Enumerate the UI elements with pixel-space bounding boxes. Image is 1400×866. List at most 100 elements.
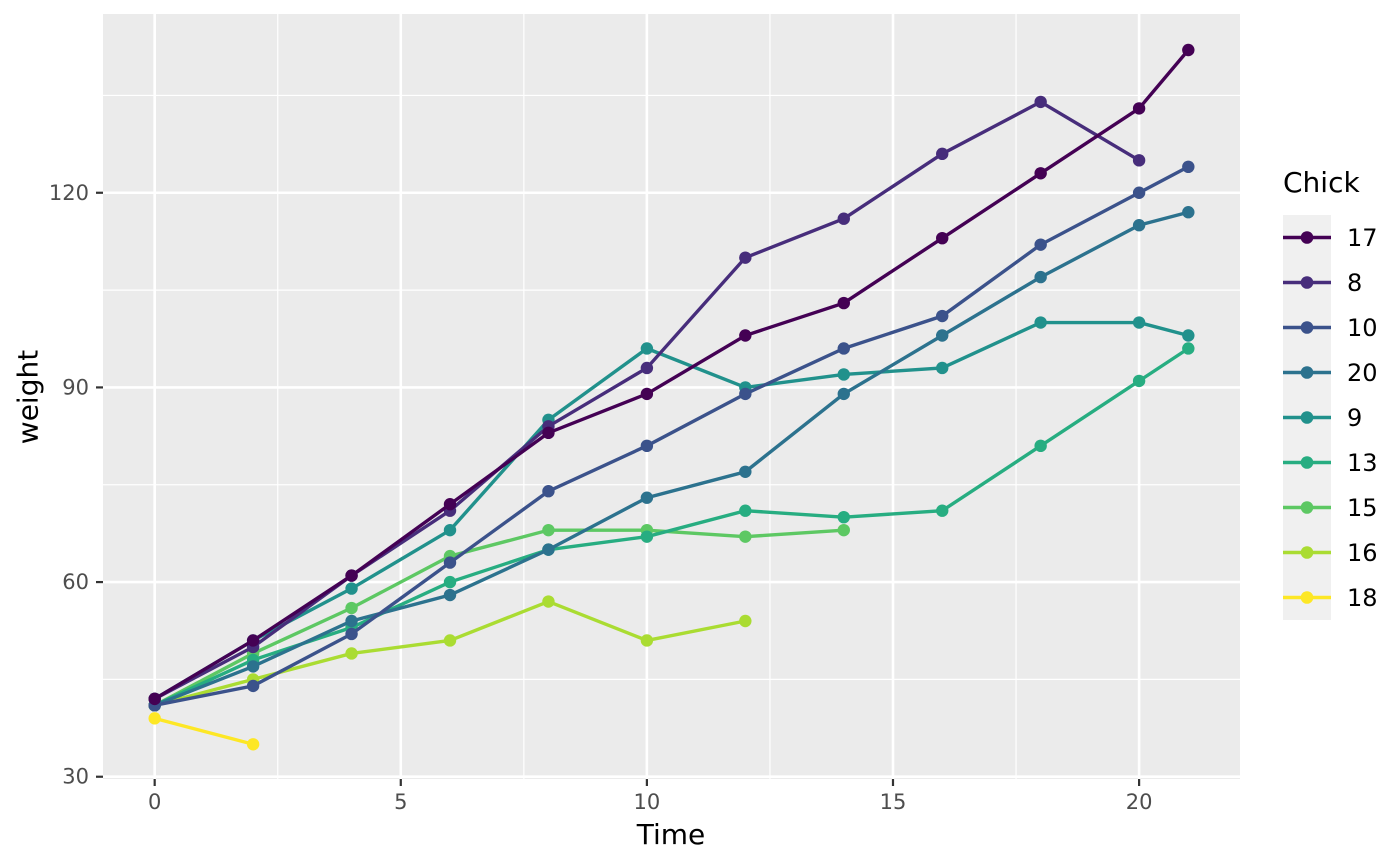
data-point-chick-9 (640, 342, 654, 355)
legend-item-chick-9: 9 (1283, 395, 1378, 440)
x-tick-label: 10 (634, 790, 661, 814)
y-axis-title: weight (11, 349, 45, 445)
data-point-chick-20 (1034, 270, 1047, 284)
data-point-chick-9 (345, 582, 358, 595)
data-point-chick-13 (739, 504, 752, 517)
data-point-chick-16 (345, 647, 358, 660)
data-point-chick-9 (443, 523, 457, 537)
legend-key-swatch (1283, 395, 1331, 440)
data-point-chick-16 (739, 614, 752, 628)
legend-item-label: 13 (1347, 448, 1378, 477)
legend-item-label: 18 (1347, 583, 1378, 612)
legend-key-point-icon (1300, 456, 1314, 469)
legend-key-swatch (1283, 440, 1331, 485)
legend-item-label: 8 (1347, 268, 1363, 297)
series-line-chick-15 (153, 528, 844, 707)
legend-item-label: 15 (1347, 493, 1378, 522)
data-point-chick-18 (148, 712, 161, 725)
data-point-chick-13 (443, 575, 457, 589)
legend-key-point-icon (1300, 591, 1314, 604)
series-line-chick-10 (154, 165, 1190, 708)
legend-key-swatch (1283, 485, 1331, 530)
data-point-chick-9 (1034, 316, 1047, 329)
legend-item-chick-8: 8 (1283, 260, 1378, 305)
series-line-chick-20 (154, 210, 1189, 707)
data-point-chick-13 (640, 530, 654, 543)
legend-key-point-icon (1300, 546, 1314, 559)
series-line-chick-13 (153, 347, 1190, 707)
x-tick-label: 20 (1126, 790, 1153, 814)
data-point-chick-17 (1132, 102, 1146, 115)
legend-item-chick-16: 16 (1283, 530, 1378, 575)
data-point-chick-20 (1132, 219, 1146, 232)
data-point-chick-8 (1132, 154, 1146, 167)
legend-key-point-icon (1300, 231, 1314, 244)
data-point-chick-15 (345, 601, 358, 615)
data-point-chick-18 (246, 738, 260, 751)
data-point-chick-17 (640, 387, 654, 401)
y-tick-label: 90 (62, 375, 89, 399)
data-point-chick-17 (542, 426, 555, 440)
data-point-chick-17 (1034, 167, 1047, 180)
data-point-chick-20 (640, 491, 654, 504)
series-line-chick-9 (153, 320, 1189, 701)
data-point-chick-10 (542, 485, 555, 498)
data-point-chick-13 (837, 510, 850, 524)
legend-title: Chick (1283, 166, 1360, 199)
legend-key-point-icon (1300, 411, 1314, 424)
data-point-chick-10 (640, 439, 654, 453)
data-point-chick-17 (1182, 43, 1195, 57)
data-point-chick-15 (739, 530, 752, 543)
data-point-chick-9 (1132, 316, 1146, 329)
data-point-chick-13 (1132, 374, 1146, 388)
x-tick-label: 5 (394, 790, 407, 814)
data-point-chick-8 (739, 251, 752, 264)
data-point-chick-8 (1034, 95, 1047, 109)
data-point-chick-9 (837, 368, 850, 381)
series-line-chick-17 (153, 48, 1190, 701)
data-point-chick-17 (345, 569, 358, 582)
data-point-chick-13 (1034, 439, 1047, 453)
data-point-chick-20 (739, 465, 752, 478)
legend: Chick 17 8 10 20 9 13 15 16 18 (1283, 166, 1378, 620)
data-point-chick-20 (936, 329, 949, 342)
legend-key-swatch (1283, 305, 1331, 350)
data-point-chick-10 (1034, 238, 1047, 251)
data-point-chick-15 (542, 523, 555, 537)
panel-background (103, 14, 1240, 779)
legend-key-swatch (1283, 530, 1331, 575)
y-tick-label: 120 (49, 181, 89, 205)
data-point-chick-16 (640, 634, 654, 647)
x-tick-label: 0 (148, 790, 161, 814)
data-point-chick-17 (837, 296, 850, 310)
data-point-chick-13 (936, 504, 949, 517)
legend-key-swatch (1283, 350, 1331, 395)
data-point-chick-8 (837, 212, 850, 225)
data-point-chick-15 (837, 523, 850, 537)
data-point-chick-20 (1182, 206, 1195, 219)
data-point-chick-10 (443, 556, 457, 569)
legend-item-chick-13: 13 (1283, 440, 1378, 485)
data-point-chick-20 (542, 543, 555, 556)
legend-item-label: 10 (1347, 313, 1378, 342)
data-point-chick-20 (246, 660, 260, 673)
legend-item-chick-18: 18 (1283, 575, 1378, 620)
data-point-chick-17 (443, 498, 457, 511)
legend-item-label: 16 (1347, 538, 1378, 567)
data-point-chick-8 (936, 147, 949, 161)
legend-item-chick-10: 10 (1283, 305, 1378, 350)
data-point-chick-13 (1182, 342, 1195, 355)
y-tick-label: 30 (62, 765, 89, 789)
data-point-chick-20 (443, 588, 457, 602)
data-point-chick-9 (1182, 329, 1195, 342)
series-line-chick-18 (154, 716, 254, 746)
legend-item-chick-17: 17 (1283, 215, 1378, 260)
legend-key-point-icon (1300, 366, 1314, 379)
data-point-chick-10 (936, 309, 949, 323)
data-point-chick-10 (739, 387, 752, 401)
x-axis-title: Time (636, 818, 706, 851)
data-point-chick-16 (542, 595, 555, 608)
data-point-chick-20 (837, 387, 850, 401)
data-point-chick-17 (739, 329, 752, 342)
